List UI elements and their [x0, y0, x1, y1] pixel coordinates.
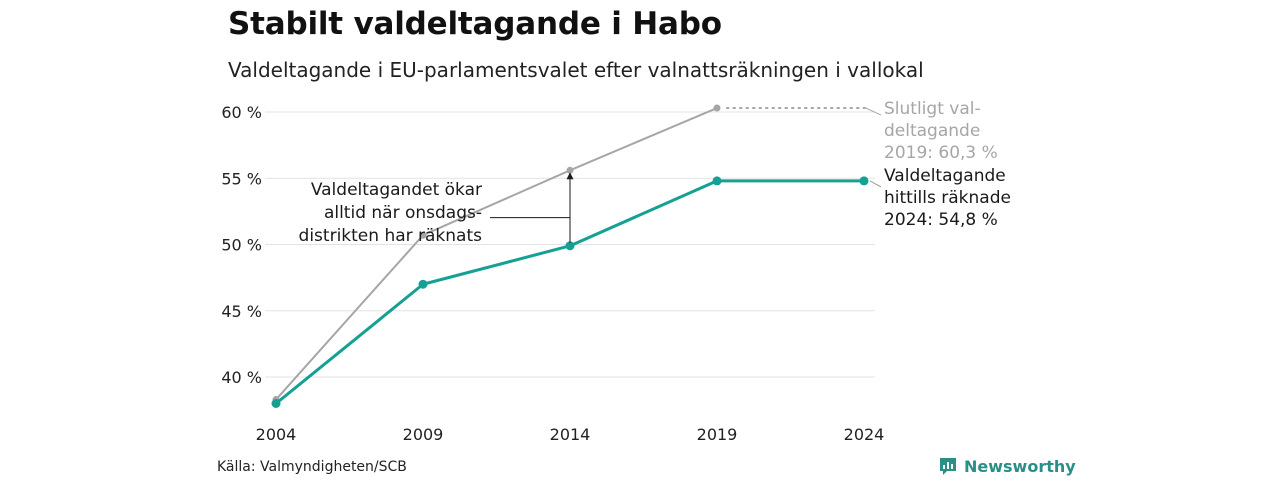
y-tick-label: 40 %	[221, 368, 262, 387]
y-tick-label: 60 %	[221, 103, 262, 122]
brand-logo: Newsworthy	[938, 456, 1076, 476]
counted-turnout-point	[712, 176, 722, 186]
counted-series-label-line: 2024: 54,8 %	[884, 210, 998, 230]
counted-series-label-line: Valdeltagande	[884, 166, 1006, 186]
counted-label-connector	[869, 180, 882, 188]
counted-turnout-point	[418, 279, 428, 289]
x-tick-label: 2014	[550, 425, 591, 444]
final-series-label-line: Slutligt val-	[884, 99, 981, 119]
y-tick-label: 45 %	[221, 302, 262, 321]
counted-turnout-point	[859, 176, 869, 186]
y-axis-ticks: 40 % 45 % 50 % 55 % 60 %	[221, 103, 262, 387]
annotation: Valdeltagandet ökar alltid när onsdags-di…	[299, 172, 574, 246]
newsworthy-icon	[940, 458, 956, 475]
chart-subtitle: Valdeltagande i EU-parlamentsvalet efter…	[228, 58, 924, 82]
annotation-text-line: distrikten har räknats	[299, 226, 483, 246]
y-tick-label: 50 %	[221, 236, 262, 255]
counted-turnout-point	[271, 399, 281, 408]
brand-name: Newsworthy	[964, 456, 1076, 476]
y-tick-label: 55 %	[221, 169, 262, 188]
x-tick-label: 2024	[844, 425, 885, 444]
annotation-arrowhead	[566, 172, 574, 180]
source-note: Källa: Valmyndigheten/SCB	[217, 459, 407, 475]
final-series-label-line: 2019: 60,3 %	[884, 143, 998, 163]
x-axis-ticks: 2004 2009 2014 2019 2024	[256, 425, 885, 444]
x-tick-label: 2019	[697, 425, 738, 444]
final-turnout-point	[566, 166, 574, 174]
counted-turnout-point	[565, 241, 575, 251]
final-turnout-line	[275, 107, 718, 401]
final-turnout-point	[419, 231, 427, 239]
annotation-text-line: Valdeltagandet ökar	[311, 180, 482, 200]
chart-title: Stabilt valdeltagande i Habo	[228, 6, 722, 42]
final-turnout-point	[713, 104, 721, 112]
series-layer	[271, 104, 882, 408]
counted-series-label-line: hittills räknade	[884, 188, 1011, 208]
x-tick-label: 2004	[256, 425, 297, 444]
x-tick-label: 2009	[403, 425, 444, 444]
final-label-connector	[865, 107, 882, 116]
annotation-text-line: alltid när onsdags-	[324, 203, 482, 223]
final-series-label-line: deltagande	[884, 121, 980, 141]
